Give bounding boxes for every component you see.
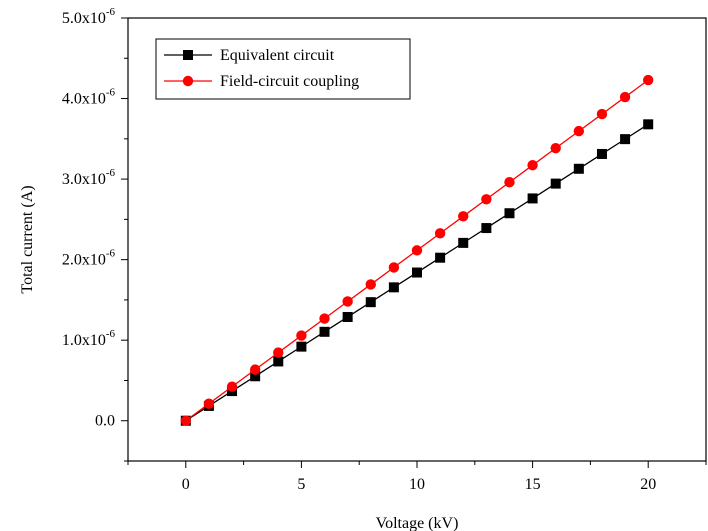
data-point xyxy=(527,193,538,204)
data-point xyxy=(342,296,353,307)
y-axis-title: Total current (A) xyxy=(19,185,36,293)
y-tick-label: 0.0 xyxy=(95,413,115,430)
data-point xyxy=(481,194,492,205)
data-point xyxy=(643,74,654,86)
data-point xyxy=(412,267,422,278)
data-point xyxy=(249,364,261,375)
data-point xyxy=(481,223,492,234)
data-point xyxy=(435,252,446,263)
data-point xyxy=(458,211,469,222)
data-point xyxy=(319,313,330,324)
y-tick-label: 3.0x10-6 xyxy=(62,167,116,188)
data-point xyxy=(504,177,515,188)
data-point xyxy=(226,381,238,392)
legend-marker xyxy=(183,50,193,60)
data-point xyxy=(273,347,284,358)
data-point xyxy=(296,341,307,352)
x-tick-label: 5 xyxy=(297,476,305,493)
data-point xyxy=(573,163,584,174)
y-tick-label: 5.0x10-6 xyxy=(62,6,116,27)
data-point xyxy=(596,108,608,120)
x-tick-label: 20 xyxy=(640,476,656,493)
x-axis: 0 5 10 15 20 xyxy=(127,461,707,493)
data-point xyxy=(388,282,399,293)
legend-label: Field-circuit coupling xyxy=(220,73,359,90)
legend-item: Equivalent circuit xyxy=(164,47,335,64)
data-point xyxy=(434,228,446,239)
data-point xyxy=(504,208,515,219)
legend-marker xyxy=(182,75,194,87)
data-point xyxy=(619,91,631,103)
data-point xyxy=(550,142,561,154)
x-tick-label: 0 xyxy=(182,476,190,493)
data-point xyxy=(411,245,423,256)
x-axis-title: Voltage (kV) xyxy=(376,515,459,531)
data-point xyxy=(296,330,307,341)
legend-box xyxy=(155,38,411,100)
x-tick-label: 10 xyxy=(409,476,425,493)
data-point xyxy=(573,125,585,137)
data-point xyxy=(643,119,654,130)
data-point xyxy=(550,178,561,189)
legend-label: Equivalent circuit xyxy=(220,47,335,64)
series-1 xyxy=(180,119,654,426)
y-axis: 0.0 1.0x10-6 2.0x10-6 3.0x10-6 4.0x10-6 5.0x1… xyxy=(62,6,128,462)
y-tick-label: 2.0x10-6 xyxy=(62,248,116,269)
y-tick-label: 4.0x10-6 xyxy=(62,87,116,108)
data-point xyxy=(273,356,284,367)
data-point xyxy=(458,237,469,248)
data-point xyxy=(365,279,376,290)
data-point xyxy=(596,148,607,159)
data-point xyxy=(388,262,400,273)
data-point xyxy=(180,415,191,426)
series-layer xyxy=(180,74,654,426)
data-point xyxy=(203,398,215,409)
legend: Equivalent circuit Field-circuit coupling xyxy=(155,38,411,100)
data-point xyxy=(365,297,376,308)
series-2 xyxy=(180,74,654,426)
y-tick-label: 1.0x10-6 xyxy=(62,328,116,349)
data-point xyxy=(319,326,330,337)
data-point xyxy=(620,134,631,145)
data-point xyxy=(527,159,538,171)
data-point xyxy=(342,311,353,322)
legend-item: Field-circuit coupling xyxy=(164,73,359,90)
data-point xyxy=(250,371,261,382)
x-tick-label: 15 xyxy=(525,476,541,493)
